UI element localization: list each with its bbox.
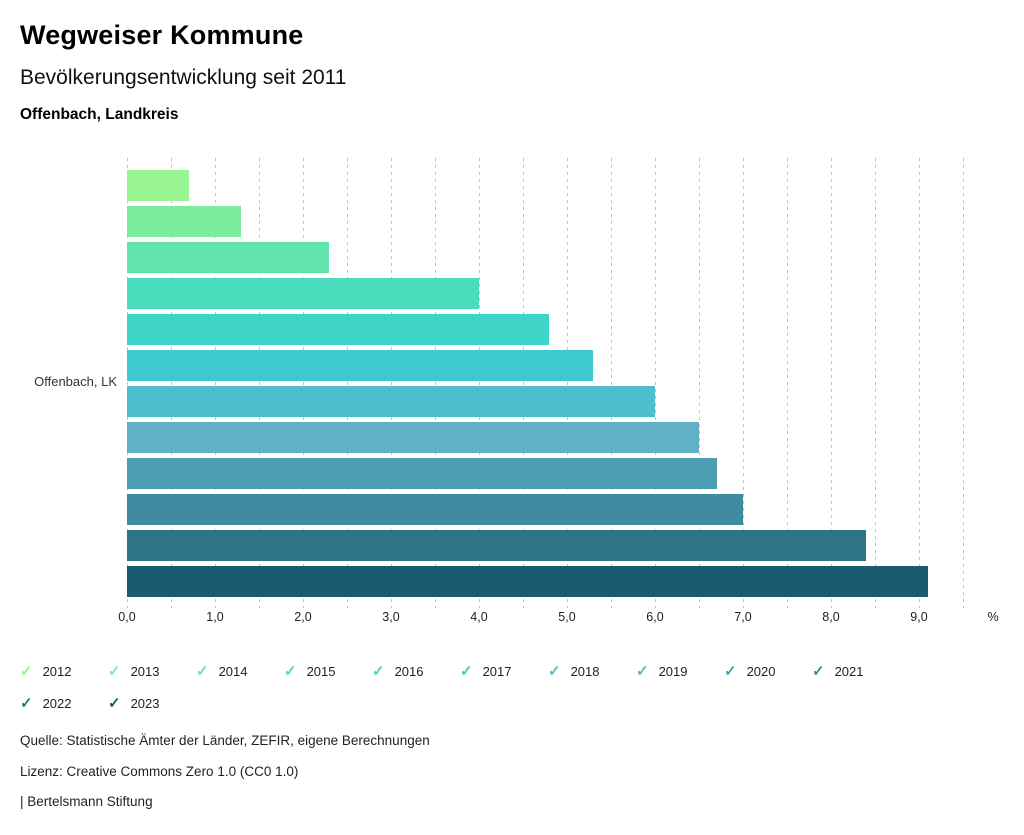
legend-item-label: 2022 <box>42 695 72 711</box>
gridline <box>655 158 656 608</box>
checkmark-icon: ✓ <box>108 662 121 680</box>
checkmark-icon: ✓ <box>460 662 473 680</box>
legend-item-label: 2013 <box>130 663 160 679</box>
chart-title: Bevölkerungsentwicklung seit 2011 <box>20 66 347 89</box>
legend-item-label: 2014 <box>218 663 248 679</box>
bar-chart-plot <box>127 158 967 608</box>
legend-item-2020[interactable]: ✓ 2020 <box>724 661 776 681</box>
bar-2012[interactable] <box>127 170 189 201</box>
bar-2018[interactable] <box>127 386 655 417</box>
x-tick-label: 5,0 <box>558 610 576 624</box>
legend-item-label: 2017 <box>482 663 512 679</box>
gridline <box>127 158 128 608</box>
bar-2023[interactable] <box>127 566 928 597</box>
legend-item-2013[interactable]: ✓ 2013 <box>108 661 160 681</box>
page-title: Wegweiser Kommune <box>20 20 304 50</box>
legend-item-label: 2023 <box>130 695 160 711</box>
legend-item-2014[interactable]: ✓ 2014 <box>196 661 248 681</box>
x-tick-label: 8,0 <box>822 610 840 624</box>
x-tick-label: 4,0 <box>470 610 488 624</box>
checkmark-icon: ✓ <box>636 662 649 680</box>
gridline <box>347 158 348 608</box>
legend-item-2017[interactable]: ✓ 2017 <box>460 661 512 681</box>
bar-2020[interactable] <box>127 458 717 489</box>
gridline <box>787 158 788 608</box>
legend-item-2012[interactable]: ✓ 2012 <box>20 661 72 681</box>
gridline <box>875 158 876 608</box>
legend-item-2019[interactable]: ✓ 2019 <box>636 661 688 681</box>
legend-item-2021[interactable]: ✓ 2021 <box>812 661 864 681</box>
x-axis-unit-label: % <box>987 610 999 624</box>
gridline <box>391 158 392 608</box>
checkmark-icon: ✓ <box>108 694 121 712</box>
gridline <box>699 158 700 608</box>
gridline <box>523 158 524 608</box>
bar-2021[interactable] <box>127 494 743 525</box>
gridline <box>611 158 612 608</box>
legend-item-label: 2019 <box>658 663 688 679</box>
checkmark-icon: ✓ <box>20 694 33 712</box>
gridline <box>171 158 172 608</box>
x-tick-label: 2,0 <box>294 610 312 624</box>
legend-item-2023[interactable]: ✓ 2023 <box>108 693 160 713</box>
legend-item-2018[interactable]: ✓ 2018 <box>548 661 600 681</box>
license-note: Lizenz: Creative Commons Zero 1.0 (CC0 1… <box>20 764 299 779</box>
attribution-note: | Bertelsmann Stiftung <box>20 794 153 809</box>
region-label: Offenbach, Landkreis <box>20 106 179 123</box>
legend: ✓ 2012 ✓ 2013 ✓ 2014 ✓ 2015 ✓ 2016 ✓ 2017 ✓ 2018 ✓ 2019… <box>20 661 1010 721</box>
bar-2019[interactable] <box>127 422 699 453</box>
gridline <box>567 158 568 608</box>
x-tick-label: 0,0 <box>118 610 136 624</box>
gridline <box>963 158 964 608</box>
legend-item-2015[interactable]: ✓ 2015 <box>284 661 336 681</box>
gridline <box>215 158 216 608</box>
bar-2017[interactable] <box>127 350 593 381</box>
gridline <box>831 158 832 608</box>
legend-item-label: 2018 <box>570 663 600 679</box>
checkmark-icon: ✓ <box>196 662 209 680</box>
legend-item-label: 2016 <box>394 663 424 679</box>
gridline <box>919 158 920 608</box>
bar-2016[interactable] <box>127 314 549 345</box>
x-tick-label: 9,0 <box>910 610 928 624</box>
x-tick-label: 7,0 <box>734 610 752 624</box>
x-tick-label: 1,0 <box>206 610 224 624</box>
x-tick-label: 3,0 <box>382 610 400 624</box>
checkmark-icon: ✓ <box>284 662 297 680</box>
category-label: Offenbach, LK <box>34 374 117 389</box>
gridline <box>259 158 260 608</box>
legend-item-2016[interactable]: ✓ 2016 <box>372 661 424 681</box>
bar-2014[interactable] <box>127 242 329 273</box>
bar-2022[interactable] <box>127 530 866 561</box>
legend-item-label: 2021 <box>834 663 864 679</box>
x-tick-label: 6,0 <box>646 610 664 624</box>
bar-2015[interactable] <box>127 278 479 309</box>
gridline <box>435 158 436 608</box>
legend-item-label: 2015 <box>306 663 336 679</box>
legend-item-2022[interactable]: ✓ 2022 <box>20 693 72 713</box>
gridline <box>479 158 480 608</box>
source-note: Quelle: Statistische Ämter der Länder, Z… <box>20 733 430 748</box>
checkmark-icon: ✓ <box>548 662 561 680</box>
gridline <box>303 158 304 608</box>
bar-2013[interactable] <box>127 206 241 237</box>
legend-item-label: 2020 <box>746 663 776 679</box>
gridline <box>743 158 744 608</box>
checkmark-icon: ✓ <box>20 662 33 680</box>
checkmark-icon: ✓ <box>812 662 825 680</box>
checkmark-icon: ✓ <box>372 662 385 680</box>
legend-item-label: 2012 <box>42 663 72 679</box>
checkmark-icon: ✓ <box>724 662 737 680</box>
